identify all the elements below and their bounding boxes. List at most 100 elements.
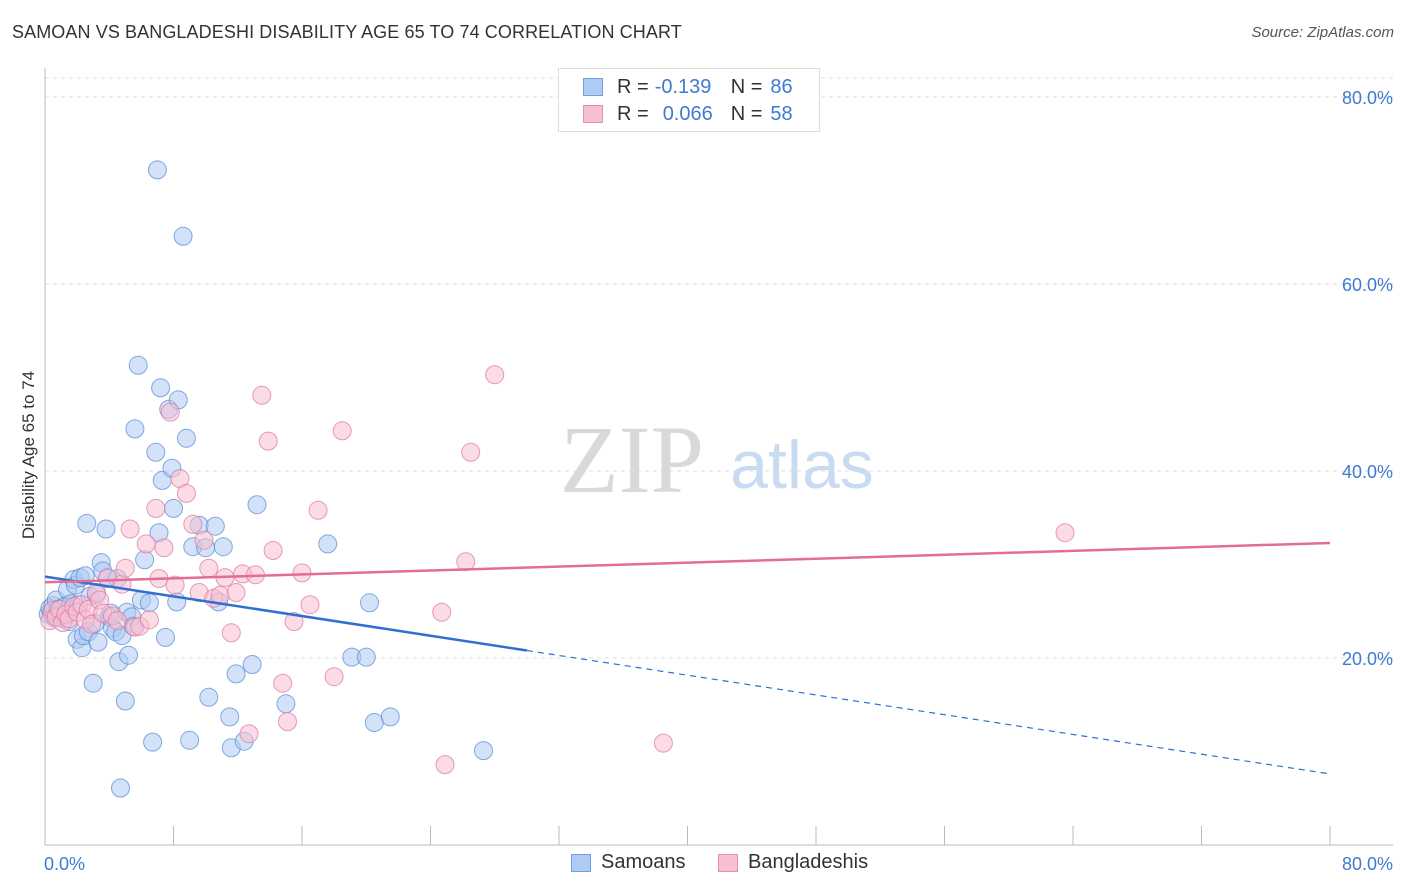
samoans-point-64	[173, 226, 193, 246]
samoans-point-44	[119, 645, 138, 665]
legend-r-label: R =	[617, 102, 649, 125]
y-axis-label: Disability Age 65 to 74	[19, 371, 38, 539]
bottom-legend-label-samoans: Samoans	[601, 851, 686, 873]
samoans-trend-line	[44, 575, 528, 652]
watermark: ZIP atlas	[560, 406, 874, 513]
samoans-trend-extension	[526, 649, 1331, 775]
bangladeshis-point-57	[435, 755, 455, 775]
samoans-point-58	[156, 627, 175, 647]
watermark-atlas: atlas	[730, 427, 874, 503]
bangladeshis-point-18	[107, 611, 127, 631]
bangladeshis-point-53	[308, 500, 328, 520]
bangladeshis-point-24	[136, 534, 156, 554]
samoans-point-32	[96, 519, 116, 539]
samoans-point-26	[83, 673, 103, 693]
legend-r-label: R =	[617, 75, 649, 98]
bangladeshis-trend-line	[44, 541, 1331, 584]
bangladeshis-point-58	[456, 552, 476, 572]
bangladeshis-point-60	[485, 365, 505, 385]
bangladeshis-point-59	[461, 442, 481, 462]
samoans-point-83	[356, 647, 376, 667]
bangladeshis-point-49	[278, 712, 297, 732]
bottom-legend-label-bangladeshis: Bangladeshis	[748, 851, 869, 873]
samoans-point-84	[360, 593, 379, 613]
samoans-point-73	[213, 537, 233, 557]
bangladeshis-point-21	[120, 519, 140, 539]
samoans-point-61	[164, 498, 183, 518]
bangladeshis-point-62	[1055, 523, 1075, 543]
bangladeshis-point-33	[183, 514, 203, 534]
samoans-point-81	[318, 534, 338, 554]
tick-labels: 20.0% 40.0% 60.0% 80.0% 0.0% 80.0%	[44, 88, 1393, 874]
watermark-zip: ZIP	[560, 406, 704, 513]
legend-swatch-samoans	[583, 78, 603, 96]
legend-n-label: N =	[730, 75, 763, 98]
bangladeshis-point-26	[146, 498, 166, 518]
y-tick-label-40: 40.0%	[1342, 462, 1393, 482]
samoans-point-29	[88, 632, 108, 652]
bangladeshis-point-61	[653, 733, 673, 753]
bangladeshis-point-51	[292, 563, 312, 583]
samoans-point-79	[247, 495, 267, 515]
legend-r-value-samoans: -0.139	[654, 75, 712, 98]
bangladeshis-point-45	[252, 385, 272, 405]
bangladeshis-point-54	[324, 667, 344, 687]
axes	[44, 68, 1393, 846]
source-label: Source: ZipAtlas.com	[1251, 24, 1394, 41]
samoans-point-74	[220, 707, 240, 727]
samoans-point-51	[139, 593, 159, 613]
bangladeshis-point-50	[284, 612, 304, 631]
bangladeshis-point-32	[176, 483, 196, 503]
samoans-point-42	[115, 691, 135, 711]
legend-n-value-bangladeshis: 58	[770, 102, 793, 125]
trend-lines	[44, 541, 1331, 775]
bangladeshis-points	[40, 365, 1075, 775]
y-tick-label-60: 60.0%	[1342, 275, 1393, 295]
samoans-point-66	[180, 730, 200, 750]
bottom-legend-samoans: Samoans	[571, 851, 686, 874]
legend-row-samoans: R = -0.139 N = 86	[583, 74, 793, 100]
chart-title: SAMOAN VS BANGLADESHI DISABILITY AGE 65 …	[12, 22, 682, 42]
y-tick-label-20: 20.0%	[1342, 649, 1393, 669]
legend-swatch-bangladeshis	[583, 105, 603, 123]
legend-n-value-samoans: 86	[770, 75, 793, 98]
samoans-points	[38, 160, 493, 798]
bangladeshis-point-52	[300, 595, 320, 615]
y-tick-label-80: 80.0%	[1342, 88, 1393, 108]
samoans-point-86	[380, 707, 400, 727]
samoans-point-50	[135, 550, 155, 570]
samoans-point-65	[176, 428, 196, 448]
bottom-legend-swatch-samoans	[571, 853, 591, 872]
legend: R = -0.139 N = 86 R = 0.066 N = 58	[558, 68, 820, 132]
bottom-legend-bangladeshis: Bangladeshis	[718, 851, 868, 874]
bangladeshis-point-25	[139, 610, 159, 630]
bangladeshis-point-48	[273, 673, 293, 693]
bangladeshis-point-56	[432, 602, 452, 622]
bangladeshis-point-46	[258, 431, 278, 451]
bangladeshis-point-20	[115, 558, 135, 578]
legend-n-label: N =	[730, 102, 763, 125]
samoans-point-54	[147, 160, 167, 180]
samoans-point-87	[474, 741, 493, 761]
samoans-point-40	[111, 778, 130, 798]
legend-row-bangladeshis: R = 0.066 N = 58	[583, 101, 793, 127]
bangladeshis-point-30	[165, 575, 185, 595]
samoans-point-23	[77, 513, 97, 533]
bangladeshis-point-36	[199, 558, 219, 578]
samoans-point-76	[226, 664, 246, 684]
samoans-point-71	[205, 516, 225, 536]
x-tick-label-max: 80.0%	[1342, 854, 1393, 874]
samoans-point-80	[276, 694, 296, 714]
legend-r-value-bangladeshis: 0.066	[662, 102, 713, 125]
bangladeshis-point-47	[263, 541, 283, 560]
samoans-point-47	[125, 419, 145, 439]
bangladeshis-point-28	[154, 538, 174, 558]
samoans-point-85	[364, 713, 384, 732]
bangladeshis-point-35	[194, 530, 214, 550]
samoans-point-52	[143, 732, 163, 752]
samoans-point-78	[242, 655, 262, 674]
x-tick-label-min: 0.0%	[44, 854, 85, 874]
bangladeshis-point-43	[239, 724, 259, 744]
bangladeshis-point-40	[221, 623, 241, 643]
bangladeshis-point-29	[160, 402, 180, 422]
